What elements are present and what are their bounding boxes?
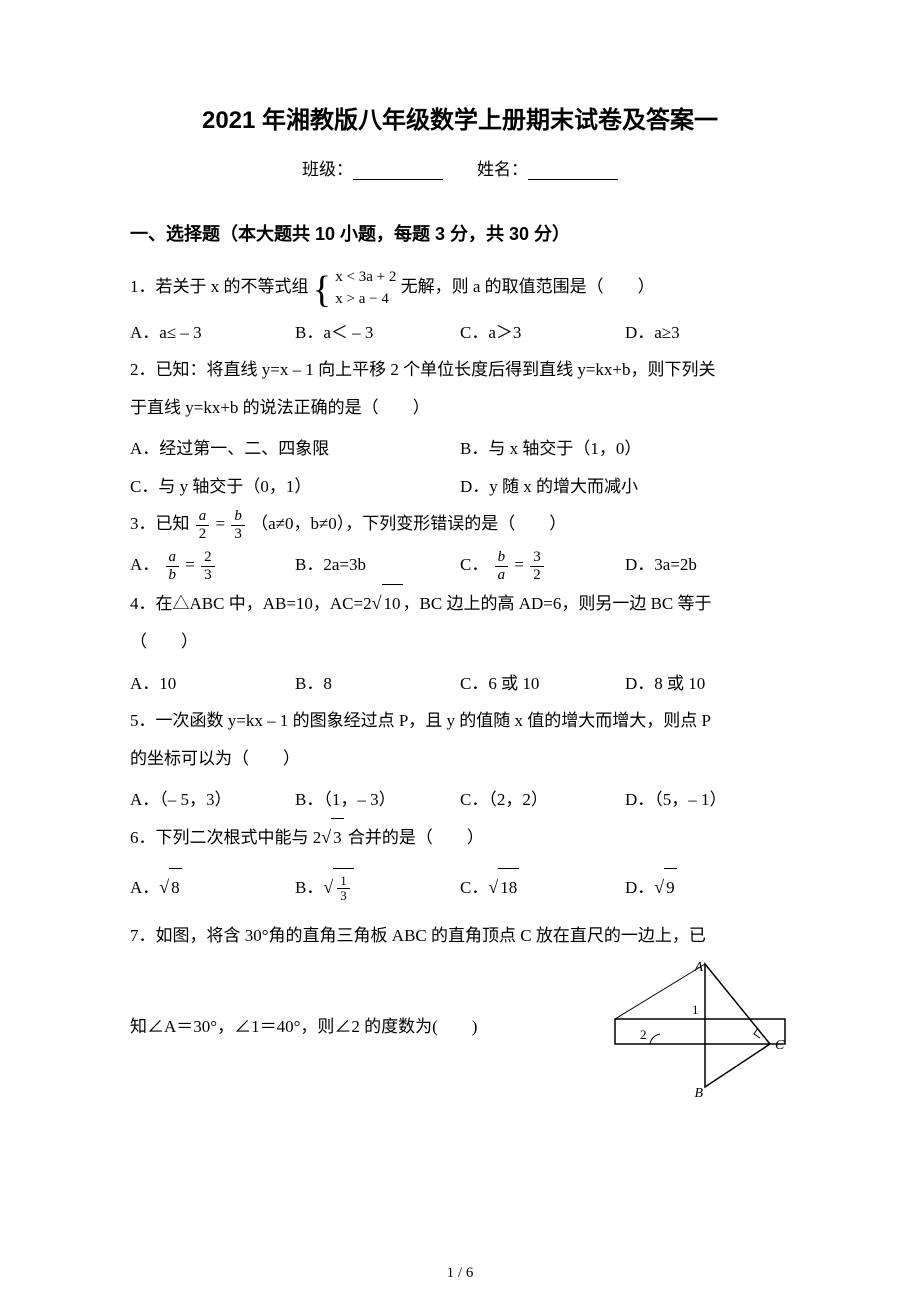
q1-opt-b: B．a＜ – 3 xyxy=(295,314,460,351)
q4-line1b: ，BC 边上的高 AD=6，则另一边 BC 等于 xyxy=(403,594,712,613)
q4-opt-b: B．8 xyxy=(295,665,460,702)
q6-opt-d: D．9 xyxy=(625,868,790,908)
question-6: 6．下列二次根式中能与 23 合并的是（ ） xyxy=(130,818,790,858)
q3-opt-d: D．3a=2b xyxy=(625,546,790,583)
q2-opt-d: D．y 随 x 的增大而减小 xyxy=(460,468,790,505)
q6-options: A．8 B．13 C．18 D．9 xyxy=(130,868,790,908)
question-7-line2: 知∠A＝30°，∠1＝40°，则∠2 的度数为( ) xyxy=(130,1008,610,1045)
q5-opt-d: D．（5，– 1） xyxy=(625,781,790,818)
section-1-header: 一、选择题（本大题共 10 小题，每题 3 分，共 30 分） xyxy=(130,220,790,246)
label-angle2: 2 xyxy=(640,1027,647,1042)
q4-opt-d: D．8 或 10 xyxy=(625,665,790,702)
q3-options: A． ab = 23 B．2a=3b C． ba = 32 D．3a=2b xyxy=(130,546,790,583)
label-A: A xyxy=(693,960,703,975)
angle2-arc xyxy=(650,1034,660,1044)
q5-opt-b: B．（1，– 3） xyxy=(295,781,460,818)
question-1: 1．若关于 x 的不等式组 { x < 3a + 2 x > a − 4 无解，… xyxy=(130,266,790,310)
q1-options: A．a≤ – 3 B．a＜ – 3 C．a＞3 D．a≥3 xyxy=(130,314,790,351)
label-angle1: 1 xyxy=(692,1002,699,1017)
name-label: 姓名： xyxy=(477,160,528,179)
label-B: B xyxy=(694,1086,703,1099)
q4-options: A．10 B．8 C．6 或 10 D．8 或 10 xyxy=(130,665,790,702)
q3-opt-a: A． ab = 23 xyxy=(130,546,295,583)
class-label: 班级： xyxy=(302,160,353,179)
triangle-ruler-diagram: A B C 1 2 xyxy=(610,959,790,1099)
q2-opt-b: B．与 x 轴交于（1，0） xyxy=(460,430,790,467)
q1-opt-a: A．a≤ – 3 xyxy=(130,314,295,351)
question-7-line1: 7．如图，将含 30°角的直角三角板 ABC 的直角顶点 C 放在直尺的一边上，… xyxy=(130,917,790,954)
q3-prefix: 3．已知 xyxy=(130,514,190,533)
q5-line1: 5．一次函数 y=kx – 1 的图象经过点 P，且 y 的值随 x 值的增大而… xyxy=(130,711,711,730)
q3-frac-left: a2 xyxy=(196,508,210,542)
exam-page: 2021 年湘教版八年级数学上册期末试卷及答案一 班级： 姓名： 一、选择题（本… xyxy=(0,0,920,1302)
question-2: 2．已知：将直线 y=x – 1 向上平移 2 个单位长度后得到直线 y=kx+… xyxy=(130,351,790,426)
q1-system: x < 3a + 2 x > a − 4 xyxy=(335,266,396,310)
name-blank xyxy=(528,161,618,180)
label-C: C xyxy=(775,1038,785,1053)
sqrt-3: 3 xyxy=(321,818,343,858)
student-fields: 班级： 姓名： xyxy=(130,155,790,180)
question-7-row: 知∠A＝30°，∠1＝40°，则∠2 的度数为( ) A B C 1 2 xyxy=(130,959,790,1099)
q1-opt-d: D．a≥3 xyxy=(625,314,790,351)
question-4: 4．在△ABC 中，AB=10，AC=210，BC 边上的高 AD=6，则另一边… xyxy=(130,584,790,661)
q3-opt-c: C． ba = 32 xyxy=(460,546,625,583)
q5-line2: 的坐标可以为（ ） xyxy=(130,749,300,768)
q6-opt-a: A．8 xyxy=(130,868,295,908)
q6-opt-b: B．13 xyxy=(295,868,460,908)
q6-suffix: 合并的是（ ） xyxy=(344,828,484,847)
brace-icon: { xyxy=(313,271,331,309)
class-blank xyxy=(353,161,443,180)
q5-opt-a: A．（– 5，3） xyxy=(130,781,295,818)
sqrt-10: 10 xyxy=(372,584,403,624)
q4-opt-a: A．10 xyxy=(130,665,295,702)
q2-line2: 于直线 y=kx+b 的说法正确的是（ ） xyxy=(130,398,430,417)
triangle-abc xyxy=(705,964,770,1087)
exam-title: 2021 年湘教版八年级数学上册期末试卷及答案一 xyxy=(130,100,790,135)
q3-opt-b: B．2a=3b xyxy=(295,546,460,583)
page-number: 1 / 6 xyxy=(0,1265,920,1282)
q2-opt-c: C．与 y 轴交于（0，1） xyxy=(130,468,460,505)
q7-figure: A B C 1 2 xyxy=(610,959,790,1099)
q4-line2: （ ） xyxy=(130,632,198,651)
q3-mid: （a≠0，b≠0），下列变形错误的是（ ） xyxy=(251,514,566,533)
q6-opt-c: C．18 xyxy=(460,868,625,908)
q4-line1a: 4．在△ABC 中，AB=10，AC=2 xyxy=(130,594,372,613)
q6-prefix: 6．下列二次根式中能与 2 xyxy=(130,828,321,847)
q5-options: A．（– 5，3） B．（1，– 3） C．（2，2） D．（5，– 1） xyxy=(130,781,790,818)
q2-line1: 2．已知：将直线 y=x – 1 向上平移 2 个单位长度后得到直线 y=kx+… xyxy=(130,360,716,379)
question-3: 3．已知 a2 = b3 （a≠0，b≠0），下列变形错误的是（ ） xyxy=(130,505,790,542)
question-5: 5．一次函数 y=kx – 1 的图象经过点 P，且 y 的值随 x 值的增大而… xyxy=(130,702,790,777)
q1-prefix: 1．若关于 x 的不等式组 xyxy=(130,277,309,296)
q2-opt-a: A．经过第一、二、四象限 xyxy=(130,430,460,467)
q3-frac-right: b3 xyxy=(231,508,245,542)
q1-sys-line2: x > a − 4 xyxy=(335,288,396,310)
q1-suffix: 无解，则 a 的取值范围是（ ） xyxy=(401,277,655,296)
q1-sys-line1: x < 3a + 2 xyxy=(335,266,396,288)
q1-opt-c: C．a＞3 xyxy=(460,314,625,351)
q4-opt-c: C．6 或 10 xyxy=(460,665,625,702)
q2-options: A．经过第一、二、四象限 B．与 x 轴交于（1，0） C．与 y 轴交于（0，… xyxy=(130,430,790,505)
q5-opt-c: C．（2，2） xyxy=(460,781,625,818)
